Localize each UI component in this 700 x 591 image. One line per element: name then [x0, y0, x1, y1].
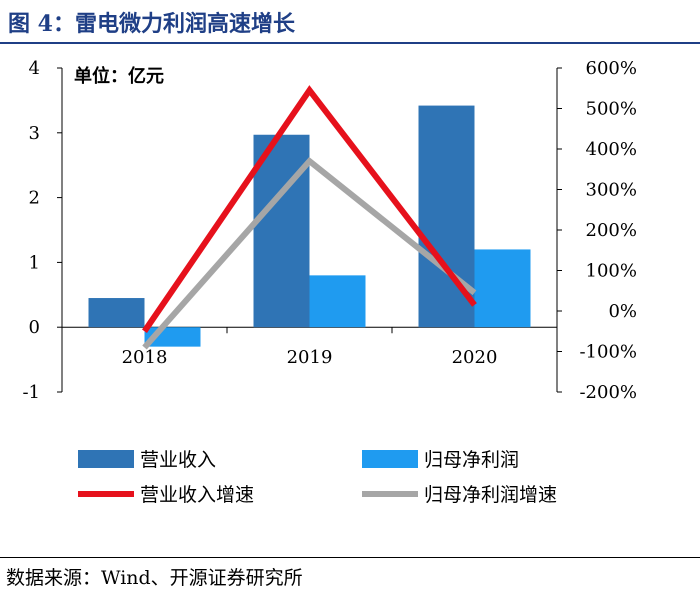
bar-归母净利润-2020 — [474, 249, 531, 328]
bar-营业收入-2018 — [88, 298, 145, 328]
x-axis-tick-label: 2020 — [452, 347, 498, 368]
left-axis-tick-label: -1 — [22, 382, 40, 403]
right-axis-tick-label: 500% — [586, 99, 637, 120]
legend-swatch-归母净利润 — [362, 450, 418, 468]
left-axis-tick-label: 3 — [29, 123, 40, 144]
right-axis-tick-label: 100% — [586, 261, 637, 282]
left-axis-tick-label: 4 — [29, 58, 40, 79]
right-axis-tick-label: -200% — [579, 382, 637, 403]
right-axis-tick-label: 300% — [586, 180, 637, 201]
x-axis-tick-label: 2018 — [122, 347, 168, 368]
left-axis-tick-label: 1 — [29, 252, 40, 273]
source-divider — [0, 557, 700, 558]
x-axis-tick-label: 2019 — [287, 347, 333, 368]
bar-营业收入-2019 — [253, 134, 310, 328]
title-divider — [0, 42, 700, 44]
chart-title: 图 4：雷电微力利润高速增长 — [8, 11, 295, 37]
right-axis-tick-label: 0% — [608, 301, 637, 322]
legend-label-归母净利润增速: 归母净利润增速 — [424, 484, 557, 506]
legend-label-营业收入: 营业收入 — [140, 449, 216, 471]
unit-label: 单位：亿元 — [74, 65, 164, 87]
legend-swatch-营业收入 — [78, 450, 134, 468]
source-note: 数据来源：Wind、开源证券研究所 — [6, 567, 303, 589]
legend-label-营业收入增速: 营业收入增速 — [140, 484, 254, 506]
right-axis-tick-label: 200% — [586, 220, 637, 241]
left-axis-tick-label: 0 — [29, 317, 40, 338]
right-axis-tick-label: -100% — [579, 342, 637, 363]
chart-area: -1 0 1 2 3 4 -200% -100% 0% 100% 200% 300% 400% 500% 6… — [22, 58, 637, 506]
left-axis-tick-label: 2 — [29, 188, 40, 209]
line-series-营业收入增速 — [142, 85, 477, 333]
bar-归母净利润-2019 — [309, 275, 366, 328]
right-axis-tick-label: 400% — [586, 139, 637, 160]
legend-label-归母净利润: 归母净利润 — [424, 449, 519, 471]
right-axis-tick-label: 600% — [586, 58, 637, 79]
line-series-归母净利润增速 — [142, 157, 477, 350]
